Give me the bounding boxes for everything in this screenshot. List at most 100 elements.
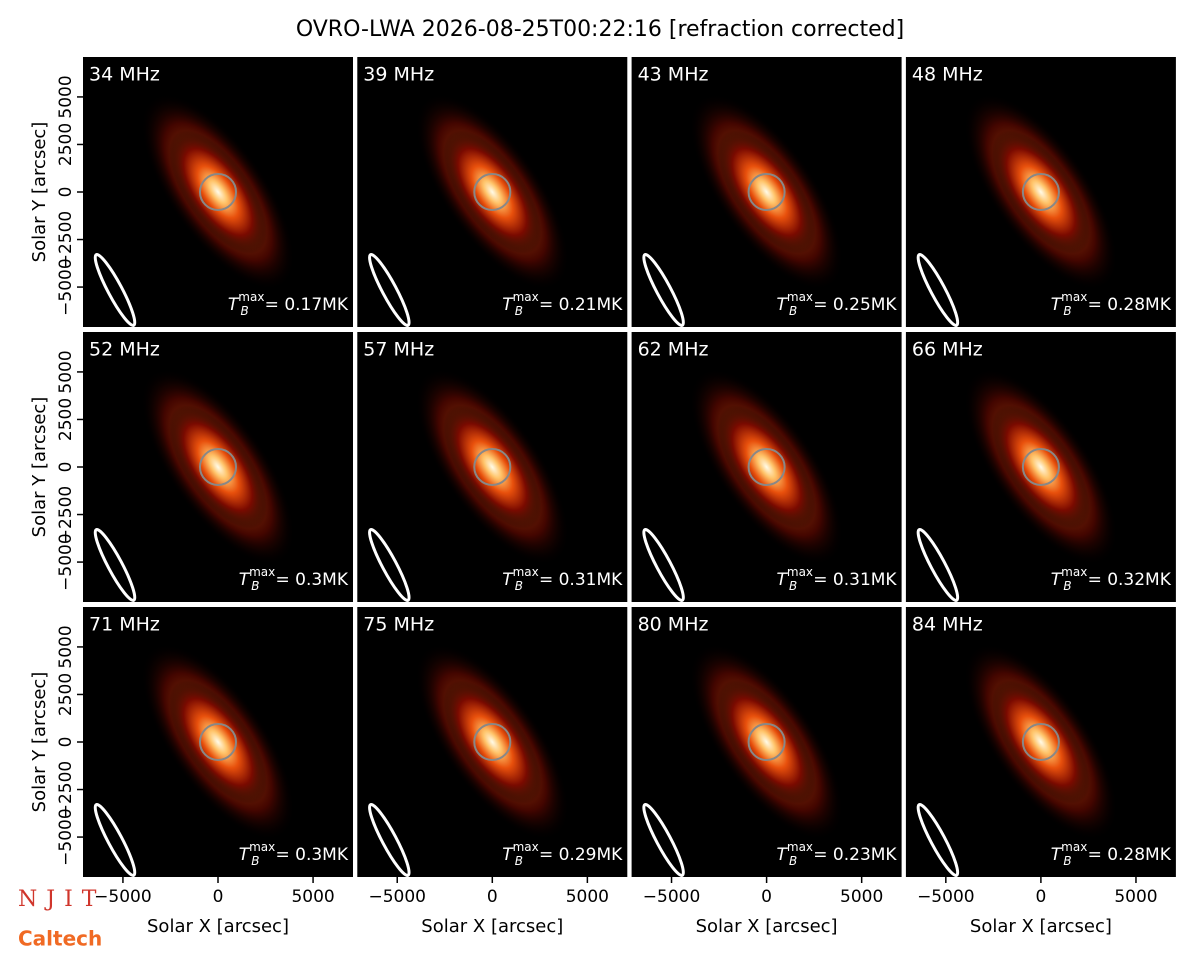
tb-symbol: T xyxy=(776,570,788,590)
x-tick-label: 0 xyxy=(761,887,772,907)
panel-title: 75 MHz xyxy=(363,614,434,636)
x-tick-label: 0 xyxy=(1035,887,1046,907)
x-tick-label: 5000 xyxy=(840,887,883,907)
tmax-value: = 0.28MK xyxy=(1088,295,1172,315)
y-tick-label: 0 xyxy=(56,462,76,473)
emission xyxy=(169,130,267,254)
panel: 48 MHz Tmax B = 0.28MK xyxy=(905,57,1176,327)
y-tick-label: −5000 xyxy=(56,258,76,316)
tmax-label: Tmax B = 0.3MK xyxy=(239,840,349,868)
tb-sup: max xyxy=(1061,565,1087,579)
tb-symbol: T xyxy=(1051,295,1063,315)
y-tick-label: 5000 xyxy=(56,625,76,668)
tb-sup: max xyxy=(513,840,539,854)
tb-sub: B xyxy=(240,304,248,318)
beam xyxy=(93,803,137,877)
panel: 52 MHz Tmax B = 0.3MK xyxy=(83,332,353,602)
solar-disk xyxy=(199,723,237,761)
panel-title: 66 MHz xyxy=(912,339,983,361)
tb-symbol: T xyxy=(502,295,514,315)
beam xyxy=(916,528,960,602)
panel-title: 62 MHz xyxy=(638,339,709,361)
solar-disk xyxy=(199,173,237,211)
tb-sub: B xyxy=(1063,579,1071,593)
tb-sub: B xyxy=(789,304,797,318)
y-axis-label: Solar Y [arcsec] xyxy=(29,397,50,538)
panel-title: 52 MHz xyxy=(89,339,160,361)
tmax-value: = 0.25MK xyxy=(813,295,897,315)
tb-sup: max xyxy=(249,565,275,579)
x-tick-label: 5000 xyxy=(291,887,334,907)
y-tick-label: 0 xyxy=(56,737,76,748)
panel: 71 MHz Tmax B = 0.3MK xyxy=(83,607,353,877)
emission xyxy=(443,680,542,804)
tmax-value: = 0.3MK xyxy=(276,845,349,865)
panel: 80 MHz Tmax B = 0.23MK xyxy=(631,607,902,877)
panel: 34 MHz Tmax B = 0.17MK xyxy=(83,57,353,327)
tb-symbol: T xyxy=(228,295,240,315)
tmax-label: Tmax B = 0.32MK xyxy=(1051,565,1172,593)
tb-sub: B xyxy=(1063,854,1071,868)
panel-title: 57 MHz xyxy=(363,339,434,361)
emission xyxy=(443,130,542,254)
tb-sub: B xyxy=(515,854,523,868)
beam xyxy=(93,528,137,602)
tmax-value: = 0.32MK xyxy=(1088,570,1172,590)
x-tick-label: 0 xyxy=(213,887,224,907)
tb-sup: max xyxy=(787,565,813,579)
panel: 84 MHz Tmax B = 0.28MK xyxy=(905,607,1176,877)
solar-disk xyxy=(473,448,512,486)
panel: 66 MHz Tmax B = 0.32MK xyxy=(905,332,1176,602)
beam xyxy=(642,528,685,602)
tmax-value: = 0.17MK xyxy=(265,295,349,315)
beam xyxy=(368,528,411,602)
solar-disk xyxy=(1021,173,1060,211)
beam xyxy=(368,803,411,877)
panel: 43 MHz Tmax B = 0.25MK xyxy=(631,57,902,327)
x-tick-label: −5000 xyxy=(643,887,701,907)
solar-disk xyxy=(1021,448,1060,486)
beam xyxy=(368,253,411,327)
x-tick-label: 5000 xyxy=(566,887,609,907)
tb-symbol: T xyxy=(239,845,251,865)
beam xyxy=(642,253,685,327)
y-tick-label: −2500 xyxy=(56,761,76,819)
tmax-label: Tmax B = 0.31MK xyxy=(776,565,897,593)
x-axis-label: Solar X [arcsec] xyxy=(696,916,838,937)
solar-disk xyxy=(747,448,786,486)
panel-title: 80 MHz xyxy=(638,614,709,636)
tb-sup: max xyxy=(238,290,264,304)
panel: 62 MHz Tmax B = 0.31MK xyxy=(631,332,902,602)
emission xyxy=(717,405,816,529)
x-tick-label: 0 xyxy=(487,887,498,907)
y-axis-label: Solar Y [arcsec] xyxy=(29,122,50,263)
panel-title: 34 MHz xyxy=(89,64,160,86)
emission xyxy=(717,680,816,804)
tmax-label: Tmax B = 0.28MK xyxy=(1051,840,1172,868)
emission xyxy=(717,130,816,254)
tb-sub: B xyxy=(1063,304,1071,318)
x-axis-label: Solar X [arcsec] xyxy=(970,916,1112,937)
tmax-label: Tmax B = 0.3MK xyxy=(239,565,349,593)
x-axis-label: Solar X [arcsec] xyxy=(421,916,563,937)
x-tick-label: −5000 xyxy=(94,887,152,907)
tb-symbol: T xyxy=(776,295,788,315)
emission xyxy=(991,405,1090,529)
tb-symbol: T xyxy=(1051,845,1063,865)
tmax-label: Tmax B = 0.21MK xyxy=(502,290,623,318)
tmax-label: Tmax B = 0.28MK xyxy=(1051,290,1172,318)
panel: 57 MHz Tmax B = 0.31MK xyxy=(357,332,628,602)
figure-title: OVRO-LWA 2026-08-25T00:22:16 [refraction… xyxy=(296,17,904,42)
tmax-label: Tmax B = 0.31MK xyxy=(502,565,623,593)
y-tick-label: −5000 xyxy=(56,533,76,591)
tmax-label: Tmax B = 0.29MK xyxy=(502,840,623,868)
panel-title: 71 MHz xyxy=(89,614,160,636)
tmax-value: = 0.28MK xyxy=(1088,845,1172,865)
tb-sub: B xyxy=(251,579,259,593)
y-axis-label: Solar Y [arcsec] xyxy=(29,672,50,813)
beam xyxy=(642,803,685,877)
tb-sup: max xyxy=(249,840,275,854)
tb-sup: max xyxy=(513,290,539,304)
tb-sub: B xyxy=(515,304,523,318)
tmax-label: Tmax B = 0.25MK xyxy=(776,290,897,318)
